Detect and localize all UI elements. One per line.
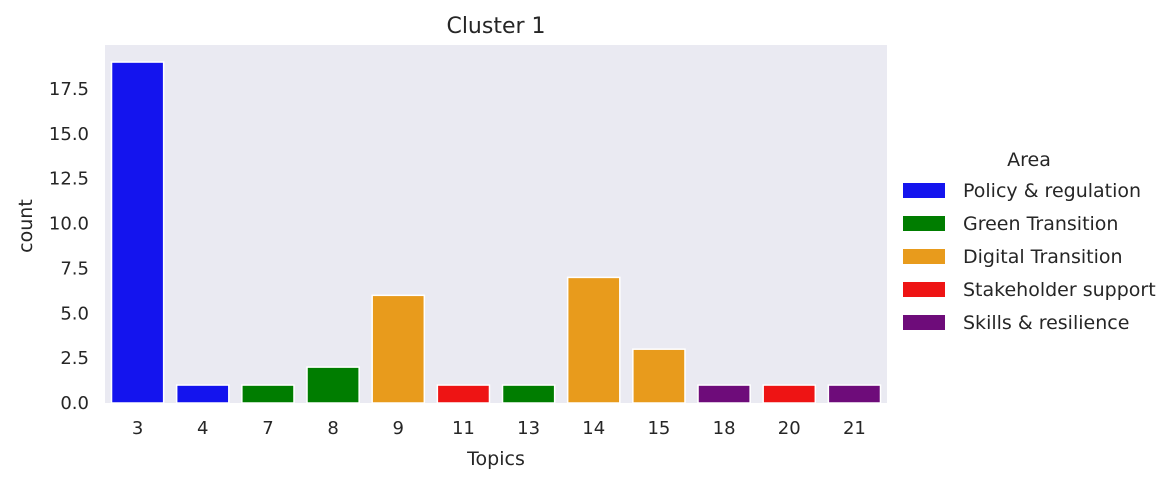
- bar-topic-9: [371, 294, 426, 404]
- x-tick-label: 3: [132, 418, 143, 439]
- y-tick-label: 0.0: [60, 393, 89, 414]
- legend-entries: Policy & regulation Green Transition Digit…: [903, 180, 1156, 334]
- legend-label: Policy & regulation: [963, 180, 1141, 202]
- legend-title: Area: [1007, 149, 1051, 171]
- bars-layer: [110, 61, 882, 404]
- legend-swatch: [903, 315, 945, 330]
- x-tick-label: 11: [452, 418, 475, 439]
- bar-topic-3: [110, 61, 165, 404]
- chart-title: Cluster 1: [446, 14, 545, 39]
- x-tick-label: 15: [647, 418, 670, 439]
- x-axis-label: Topics: [466, 448, 525, 470]
- legend-label: Green Transition: [963, 213, 1118, 235]
- y-tick-label: 17.5: [49, 79, 89, 100]
- x-tick-label: 18: [713, 418, 736, 439]
- legend: Area Policy & regulation Green Transition…: [903, 149, 1156, 334]
- x-tick-label: 21: [843, 418, 866, 439]
- y-tick-label: 5.0: [60, 303, 89, 324]
- bar-topic-18: [697, 384, 751, 404]
- y-axis-label: count: [15, 199, 37, 253]
- bar-topic-7: [241, 384, 295, 404]
- plot-background: [105, 45, 887, 403]
- legend-label: Digital Transition: [963, 246, 1123, 268]
- legend-label: Skills & resilience: [963, 312, 1129, 334]
- bar-topic-20: [762, 384, 817, 404]
- y-tick-label: 12.5: [49, 169, 89, 190]
- y-tick-label: 2.5: [60, 348, 89, 369]
- legend-swatch: [903, 183, 945, 198]
- x-tick-label: 20: [778, 418, 801, 439]
- bar-topic-4: [175, 384, 230, 404]
- bar-topic-8: [306, 366, 360, 404]
- x-tick-labels: 3 4 7 8 9 11 13 14 15 18 20 21: [132, 418, 866, 439]
- x-tick-label: 13: [517, 418, 540, 439]
- x-tick-label: 4: [197, 418, 208, 439]
- legend-swatch: [903, 249, 945, 264]
- bar-topic-15: [632, 348, 686, 404]
- legend-swatch: [903, 282, 945, 297]
- x-tick-label: 7: [262, 418, 273, 439]
- x-tick-label: 14: [582, 418, 605, 439]
- y-tick-labels: 0.0 2.5 5.0 7.5 10.0 12.5 15.0 17.5: [49, 79, 89, 414]
- y-tick-label: 7.5: [60, 258, 89, 279]
- bar-topic-21: [827, 384, 882, 404]
- bar-topic-13: [501, 384, 556, 404]
- y-tick-label: 10.0: [49, 214, 89, 235]
- bar-topic-11: [436, 384, 491, 404]
- legend-swatch: [903, 216, 945, 231]
- x-tick-label: 9: [393, 418, 404, 439]
- bar-topic-14: [566, 276, 621, 404]
- y-tick-label: 15.0: [49, 124, 89, 145]
- legend-label: Stakeholder support: [963, 279, 1156, 301]
- x-tick-label: 8: [327, 418, 338, 439]
